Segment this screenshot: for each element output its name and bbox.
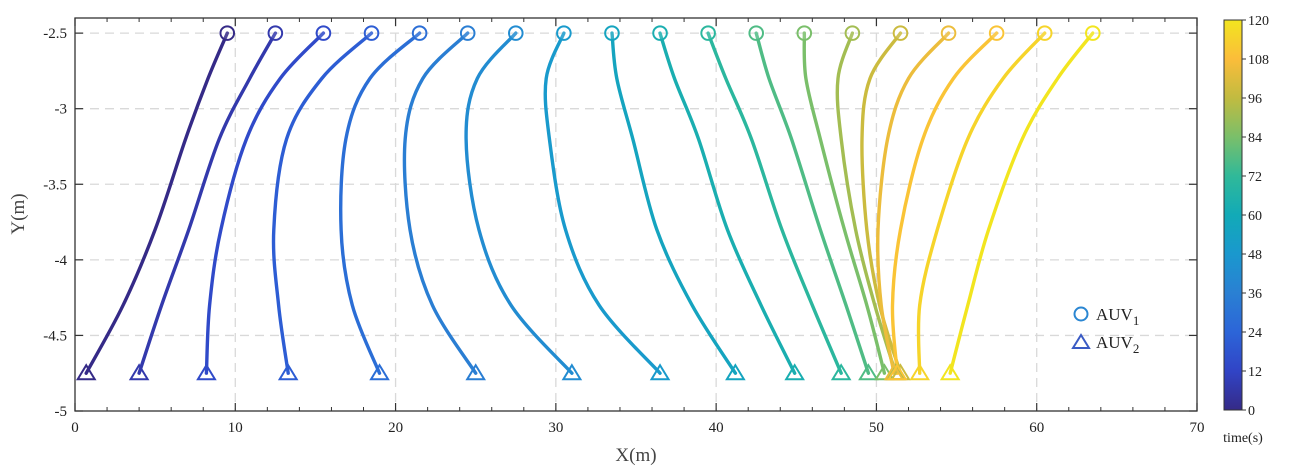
trajectory-line [543,31,662,375]
y-tick-label: -4.5 [43,328,67,344]
trajectory-line [876,31,951,375]
legend-auv2-label: AUV2 [1096,333,1139,356]
auv2-marker [939,363,961,381]
trajectory-line [916,31,1047,375]
colorbar-gradient [1223,19,1243,411]
plot-background [75,18,1197,411]
auv2-marker [465,363,486,381]
auv2-marker [725,363,746,381]
x-tick-label: 10 [228,420,243,436]
auv1-marker [459,25,476,41]
colorbar: 0 12 24 36 48 60 72 84 96 108 120 time(s) [1223,14,1269,446]
colorbar-ticks: 0 12 24 36 48 60 72 84 96 108 120 [1242,14,1269,419]
auv1-marker [1085,25,1101,41]
auv1-marker [700,25,716,41]
x-tick-label: 20 [388,420,403,436]
legend-triangle-marker [1071,333,1091,349]
auv1-marker [892,25,909,41]
x-tick-label: 60 [1029,420,1044,436]
legend-circle-marker [1073,306,1089,322]
trajectory-line [402,31,478,375]
trajectory-line [464,31,574,375]
auv1-marker [507,25,524,41]
trajectory-line [948,31,1095,375]
trajectory-line [802,31,887,375]
colorbar-tick-label: 48 [1248,248,1262,263]
colorbar-tick-label: 36 [1248,287,1262,302]
auv1-marker [363,25,380,41]
colorbar-tick-label: 84 [1248,131,1262,146]
trajectory-line [890,31,999,375]
auv1-marker [1036,25,1053,41]
auv1-marker [556,25,572,41]
trajectory-line [754,31,871,375]
plot-frame [74,17,1198,412]
legend: AUV1 AUV2 [1071,305,1139,356]
auv2-marker [784,363,805,381]
trajectory-line [706,31,843,375]
auv1-marker [411,25,428,41]
colorbar-tick-label: 72 [1248,170,1262,185]
x-tick-label: 50 [869,420,884,436]
auv2-marker [649,363,671,381]
auv2-marker [909,363,930,381]
y-axis-label: Y(m) [8,193,29,234]
series-layer [84,31,1095,375]
auv1-marker [796,25,813,41]
auv1-marker [988,25,1005,41]
auv2-marker [196,363,217,381]
auv1-marker [315,25,332,41]
x-tick-label: 0 [71,420,79,436]
x-tick-labels: 0 10 20 30 40 50 60 70 [71,420,1204,436]
trajectory-line [339,31,422,375]
trajectory-line [84,31,229,375]
colorbar-tick-label: 108 [1248,53,1269,68]
auv1-marker [940,25,957,41]
y-tick-label: -2.5 [43,26,67,42]
auv1-marker [652,25,668,41]
colorbar-tick-label: 96 [1248,92,1262,107]
axis-ticks [74,18,1198,412]
trajectory-line [658,31,797,375]
x-tick-label: 30 [548,420,563,436]
auv1-marker [604,25,620,41]
auv2-marker [369,363,390,381]
y-tick-label: -5 [55,404,68,420]
colorbar-tick-label: 24 [1248,326,1262,341]
auv1-marker [844,25,861,41]
y-tick-labels: -5 -4.5 -4 -3.5 -3 -2.5 [43,26,67,420]
colorbar-label: time(s) [1223,431,1263,446]
y-tick-label: -4 [55,253,68,269]
colorbar-tick-label: 60 [1248,209,1262,224]
x-axis-label: X(m) [615,445,656,466]
grid-lines [75,18,1197,411]
auv2-marker [858,363,879,381]
auv2-marker [75,363,97,381]
y-tick-label: -3.5 [43,177,67,193]
auv2-marker [830,363,852,381]
auv1-marker [267,25,284,41]
auv2-marker [886,363,908,381]
x-tick-label: 70 [1190,420,1205,436]
colorbar-tick-label: 12 [1248,365,1262,380]
auv2-marker [277,363,299,381]
auv2-marker [128,363,150,381]
legend-auv1-label: AUV1 [1096,305,1139,328]
y-tick-label: -3 [55,102,68,118]
trajectory-line [835,31,898,375]
auv2-marker [561,363,583,381]
colorbar-tick-label: 120 [1248,14,1269,29]
trajectory-line [204,31,326,375]
x-tick-label: 40 [709,420,724,436]
trajectory-line [271,31,374,375]
trajectory-line [610,31,738,375]
trajectory-line [137,31,278,375]
colorbar-tick-label: 0 [1248,404,1255,419]
marker-layer [75,25,1101,381]
auv1-marker [748,25,765,41]
auv1-marker [219,25,236,41]
